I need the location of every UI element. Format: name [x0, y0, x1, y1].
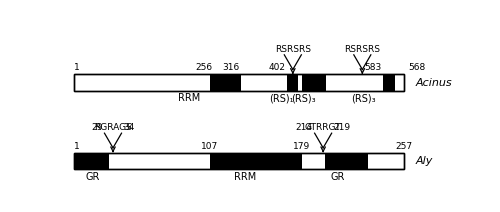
Bar	[210, 153, 302, 169]
Bar	[74, 153, 404, 169]
Bar	[287, 74, 298, 91]
Text: 214: 214	[296, 123, 312, 132]
Text: Acinus: Acinus	[415, 78, 452, 88]
Text: 256: 256	[196, 63, 212, 73]
Bar	[74, 74, 404, 91]
Text: 583: 583	[364, 63, 382, 73]
Bar	[210, 74, 242, 91]
Text: RRM: RRM	[178, 93, 201, 103]
Text: 219: 219	[334, 123, 350, 132]
Text: (RS)₃: (RS)₃	[290, 93, 316, 103]
Text: 34: 34	[124, 123, 135, 132]
Text: 402: 402	[269, 63, 286, 73]
Text: 107: 107	[200, 142, 218, 151]
Bar	[326, 153, 368, 169]
Text: RRM: RRM	[234, 172, 256, 181]
Text: (RS)₁: (RS)₁	[268, 93, 293, 103]
Text: 1: 1	[74, 63, 80, 73]
Text: GR: GR	[85, 172, 100, 181]
Text: 568: 568	[408, 63, 426, 73]
Text: RSRSRS: RSRSRS	[275, 45, 311, 54]
Text: Aly: Aly	[415, 156, 432, 166]
Text: 29: 29	[91, 123, 102, 132]
Text: 257: 257	[395, 142, 412, 151]
Bar	[384, 74, 395, 91]
Text: RSRSRS: RSRSRS	[344, 45, 380, 54]
Text: RGRAGS: RGRAGS	[94, 123, 132, 132]
Bar	[302, 74, 326, 91]
Text: 1: 1	[74, 142, 80, 151]
Text: 316: 316	[222, 63, 240, 73]
Bar	[74, 74, 404, 91]
Bar	[74, 153, 108, 169]
Text: (RS)₃: (RS)₃	[350, 93, 376, 103]
Text: GTRRGT: GTRRGT	[305, 123, 342, 132]
Bar	[74, 153, 404, 169]
Text: GR: GR	[330, 172, 345, 181]
Text: 179: 179	[293, 142, 310, 151]
